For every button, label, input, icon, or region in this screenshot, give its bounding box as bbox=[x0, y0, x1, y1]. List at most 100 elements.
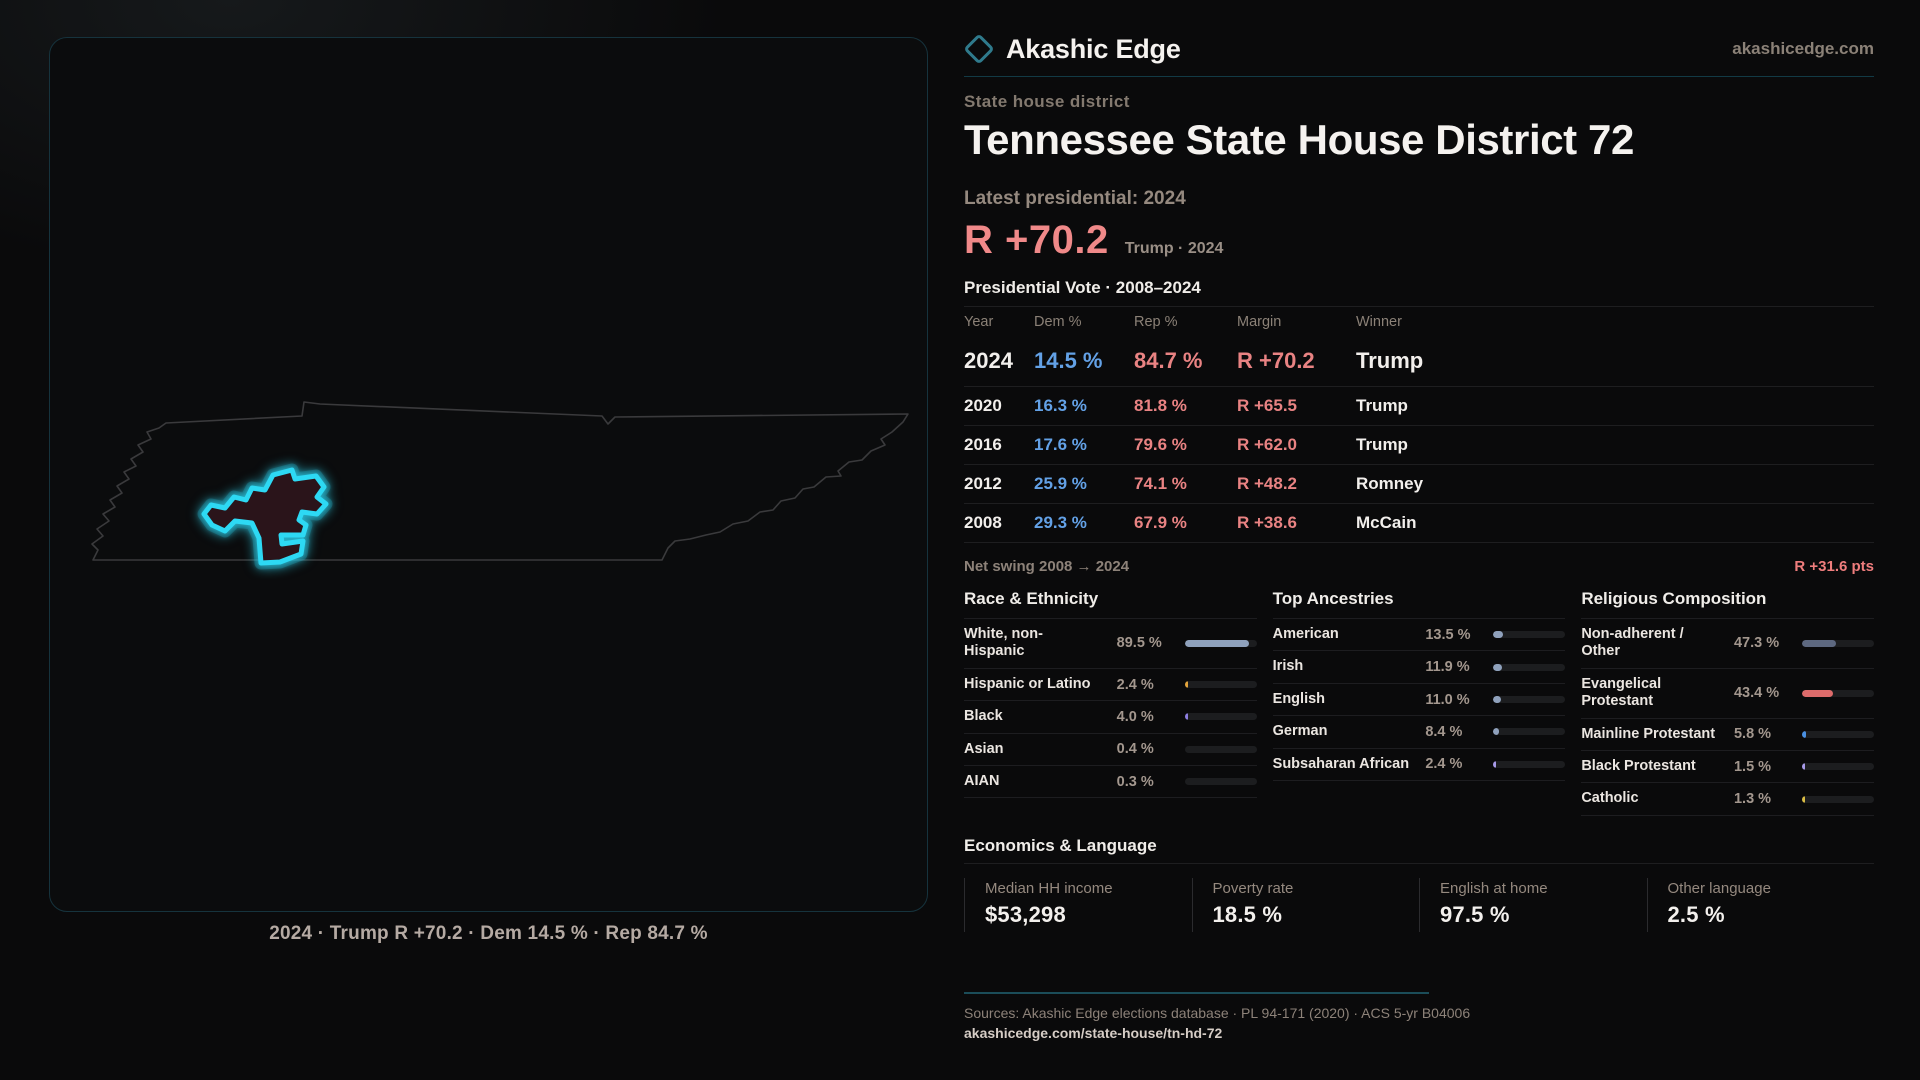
net-swing-row: Net swing 2008 → 2024 R +31.6 pts bbox=[964, 558, 1874, 575]
latest-presidential-label: Latest presidential: 2024 bbox=[964, 188, 1186, 210]
cell-year: 2020 bbox=[964, 396, 1002, 416]
stat-value: 18.5 % bbox=[1212, 901, 1283, 927]
stat-card: Other language 2.5 % bbox=[1646, 877, 1875, 932]
economics-stats: Median HH income $53,298 Poverty rate 18… bbox=[964, 877, 1875, 932]
demographic-bar bbox=[1493, 663, 1566, 671]
brand-row: Akashic Edge akashicedge.com bbox=[963, 28, 1874, 70]
demographics-column-title: Race & Ethnicity bbox=[964, 589, 1257, 620]
demographic-label: White, non- Hispanic bbox=[964, 626, 1043, 660]
demographic-label: Evangelical Protestant bbox=[1581, 675, 1662, 710]
col-header-year: Year bbox=[964, 314, 994, 331]
footer-rule bbox=[964, 991, 1429, 994]
demographic-label: Black Protestant bbox=[1581, 757, 1696, 774]
vote-table-row: 2024 14.5 % 84.7 % R +70.2 Trump bbox=[964, 336, 1874, 388]
site-link[interactable]: akashicedge.com bbox=[1732, 39, 1874, 58]
demographic-row: American 13.5 % bbox=[1272, 619, 1566, 652]
cell-dem: 14.5 % bbox=[1034, 348, 1103, 374]
demographic-bar bbox=[1184, 639, 1257, 647]
demographic-bar bbox=[1493, 728, 1566, 736]
cell-margin: R +38.6 bbox=[1237, 513, 1298, 533]
demographic-bar-fill bbox=[1801, 639, 1837, 647]
permalink[interactable]: akashicedge.com/state-house/tn-hd-72 bbox=[964, 1024, 1223, 1041]
demographic-row: Non-adherent / Other 47.3 % bbox=[1581, 619, 1874, 669]
demographic-bar bbox=[1184, 713, 1257, 721]
stat-value: 97.5 % bbox=[1440, 901, 1510, 927]
cell-year: 2012 bbox=[964, 474, 1002, 494]
demographic-value: 11.0 % bbox=[1425, 691, 1470, 708]
demographic-bar bbox=[1801, 639, 1874, 647]
demographic-label: Hispanic or Latino bbox=[964, 675, 1091, 692]
demographic-bar bbox=[1184, 745, 1257, 753]
vote-table-row: 2020 16.3 % 81.8 % R +65.5 Trump bbox=[964, 387, 1874, 427]
cell-dem: 17.6 % bbox=[1034, 435, 1087, 455]
demographic-bar-fill bbox=[1801, 689, 1834, 697]
cell-year: 2016 bbox=[964, 435, 1002, 455]
demographic-label: Catholic bbox=[1581, 790, 1639, 807]
demographic-bar-fill bbox=[1184, 681, 1188, 688]
demographic-bar bbox=[1184, 778, 1257, 786]
col-header-dem: Dem % bbox=[1034, 314, 1082, 331]
cell-winner: Trump bbox=[1356, 348, 1424, 374]
cell-year: 2024 bbox=[964, 348, 1013, 374]
vote-table-row: 2012 25.9 % 74.1 % R +48.2 Romney bbox=[964, 465, 1874, 505]
demographic-bar bbox=[1801, 795, 1874, 803]
stat-card: Poverty rate 18.5 % bbox=[1191, 877, 1420, 932]
district-72-shape[interactable] bbox=[201, 467, 329, 566]
cell-winner: Trump bbox=[1356, 396, 1408, 416]
demographic-label: AIAN bbox=[964, 772, 1000, 789]
hero-margin-value: R +70.2 bbox=[964, 218, 1109, 263]
vote-table-title: Presidential Vote · 2008–2024 bbox=[964, 278, 1201, 298]
demographic-value: 2.4 % bbox=[1425, 756, 1463, 773]
stat-card: Median HH income $53,298 bbox=[964, 877, 1192, 932]
demographic-bar-fill bbox=[1493, 631, 1504, 639]
demographic-bar bbox=[1801, 763, 1874, 771]
demographics-column-title: Top Ancestries bbox=[1272, 589, 1566, 620]
demographic-value: 1.3 % bbox=[1733, 791, 1772, 808]
demographics-column-title: Religious Composition bbox=[1581, 589, 1874, 620]
vote-table-row: 2016 17.6 % 79.6 % R +62.0 Trump bbox=[964, 426, 1874, 466]
demographic-value: 13.5 % bbox=[1425, 626, 1471, 643]
highlighted-district bbox=[197, 463, 333, 570]
cell-winner: Romney bbox=[1356, 474, 1424, 494]
demographic-value: 4.0 % bbox=[1116, 708, 1154, 725]
demographic-label: Asian bbox=[964, 740, 1004, 757]
demographic-value: 89.5 % bbox=[1116, 635, 1162, 652]
cell-winner: Trump bbox=[1356, 435, 1408, 455]
stat-label: Poverty rate bbox=[1212, 879, 1294, 897]
demographic-label: English bbox=[1272, 690, 1326, 707]
cell-margin: R +62.0 bbox=[1237, 435, 1298, 455]
hero-margin-row: R +70.2 Trump · 2024 bbox=[964, 218, 1874, 264]
demographics-column: Top Ancestries American 13.5 % Irish 11.… bbox=[1272, 589, 1566, 781]
demographic-bar-fill bbox=[1184, 713, 1188, 721]
demographic-bar-fill bbox=[1801, 795, 1805, 803]
demographic-bar-fill bbox=[1493, 696, 1502, 703]
sources-text: Sources: Akashic Edge elections database… bbox=[964, 1004, 1471, 1021]
demographic-bar-fill bbox=[1493, 728, 1500, 736]
demographic-bar-fill bbox=[1493, 760, 1497, 768]
demographic-label: Irish bbox=[1272, 658, 1304, 675]
demographic-value: 1.5 % bbox=[1733, 758, 1772, 775]
cell-dem: 25.9 % bbox=[1034, 474, 1087, 494]
tennessee-outline bbox=[91, 401, 909, 561]
cell-rep: 74.1 % bbox=[1134, 474, 1187, 494]
demographic-label: Non-adherent / Other bbox=[1581, 626, 1684, 660]
demographic-value: 11.9 % bbox=[1425, 659, 1470, 676]
economics-title: Economics & Language bbox=[964, 836, 1874, 864]
state-map bbox=[91, 401, 909, 570]
col-header-rep: Rep % bbox=[1134, 314, 1178, 331]
cell-dem: 29.3 % bbox=[1034, 513, 1087, 533]
demographic-row: White, non- Hispanic 89.5 % bbox=[964, 619, 1257, 669]
demographic-row: Irish 11.9 % bbox=[1272, 651, 1566, 684]
demographic-bar bbox=[1184, 681, 1257, 688]
vote-table-header: Year Dem % Rep % Margin Winner bbox=[964, 306, 1874, 336]
demographic-row: Black Protestant 1.5 % bbox=[1581, 751, 1874, 784]
demographic-value: 8.4 % bbox=[1425, 723, 1463, 740]
demographic-label: Mainline Protestant bbox=[1581, 725, 1716, 742]
demographic-row: Hispanic or Latino 2.4 % bbox=[964, 669, 1257, 702]
demographics-column: Race & Ethnicity White, non- Hispanic 89… bbox=[964, 589, 1257, 799]
cell-margin: R +65.5 bbox=[1237, 396, 1298, 416]
page-title: Tennessee State House District 72 bbox=[964, 116, 1634, 163]
brand-name: Akashic Edge bbox=[1006, 33, 1181, 64]
demographic-value: 0.4 % bbox=[1116, 741, 1154, 758]
header-rule bbox=[964, 76, 1874, 77]
